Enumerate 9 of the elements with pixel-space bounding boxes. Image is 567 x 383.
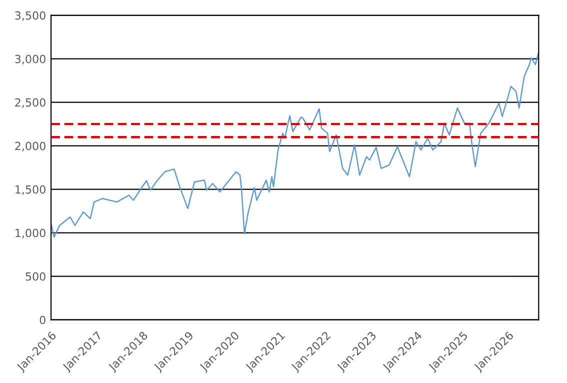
y-tick-label: 3,500	[15, 11, 46, 21]
y-tick-label: 0	[40, 316, 46, 324]
y-tick-label: 1,000	[16, 228, 46, 238]
y-tick-label: 2,000	[15, 142, 46, 152]
y-tick-label: 500	[26, 272, 46, 281]
line-series	[51, 52, 539, 238]
y-tick-label: 2,500	[15, 98, 46, 108]
y-tick-label: 3,000	[15, 54, 46, 64]
y-tick-label: 1,500	[16, 185, 46, 195]
